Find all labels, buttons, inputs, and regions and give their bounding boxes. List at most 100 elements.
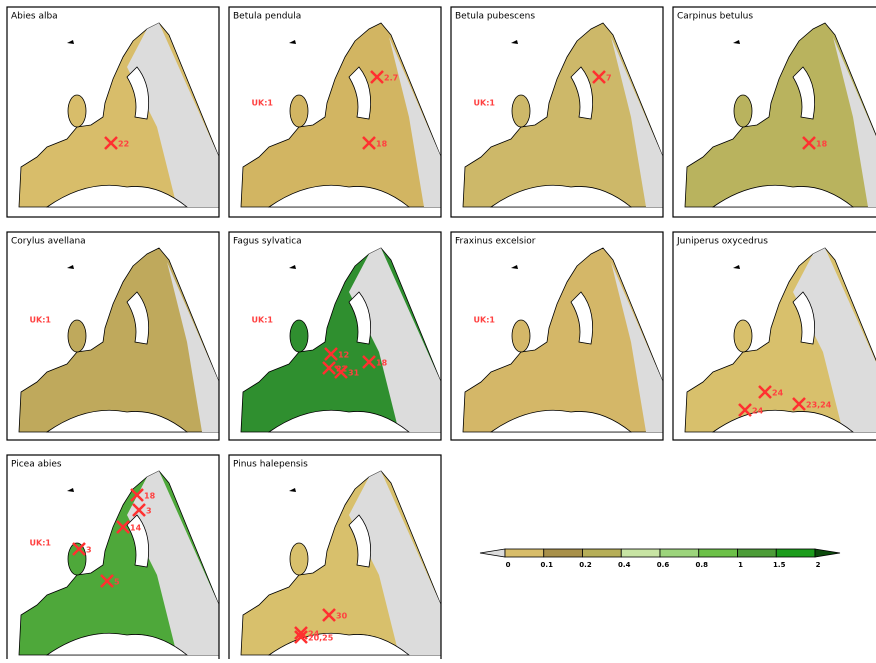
no-data bbox=[349, 248, 441, 432]
site-marker bbox=[802, 136, 816, 150]
colorbar-tick-label: 0.8 bbox=[696, 561, 709, 569]
site-marker bbox=[322, 361, 336, 375]
no-data bbox=[833, 37, 876, 207]
land bbox=[240, 22, 441, 208]
island bbox=[733, 265, 740, 269]
sea bbox=[570, 291, 594, 345]
colorbar-tick-label: 0.1 bbox=[541, 561, 554, 569]
island bbox=[511, 265, 518, 269]
panel-title: Abies alba bbox=[11, 12, 58, 22]
panel-title: Juniperus oxycedrus bbox=[676, 237, 768, 247]
marker-label: UK:1 bbox=[252, 99, 274, 108]
map-panel: Abies alba 22 bbox=[6, 6, 220, 218]
map-body: Abies alba 22 bbox=[7, 7, 219, 217]
panel-frame bbox=[6, 6, 220, 218]
no-data bbox=[349, 471, 441, 655]
panel-title: Fagus sylvatica bbox=[233, 237, 302, 247]
map-body: Fraxinus excelsior UK:1 bbox=[451, 232, 663, 440]
sea bbox=[570, 66, 594, 120]
marker-label: 20,25 bbox=[308, 634, 334, 643]
med-sea bbox=[267, 409, 411, 433]
map-body: Juniperus oxycedrus 24 24 23,24 bbox=[673, 232, 876, 440]
land bbox=[462, 247, 663, 433]
map-panel: Fagus sylvatica UK:1 12 22 31 18 bbox=[228, 231, 442, 441]
panel-frame bbox=[450, 6, 664, 218]
no-data bbox=[611, 262, 663, 432]
uk bbox=[289, 542, 309, 576]
site-marker bbox=[324, 347, 338, 361]
under-triangle bbox=[479, 548, 506, 558]
colorbar: 0 0.1 0.2 0.4 0.6 0.8 1 1.5 2 bbox=[479, 548, 841, 569]
marker-label: 18 bbox=[376, 359, 388, 368]
med-sea bbox=[267, 184, 411, 208]
island bbox=[289, 265, 296, 269]
marker-label: 18 bbox=[816, 140, 828, 149]
colorbar-segment bbox=[659, 548, 700, 558]
island bbox=[511, 40, 518, 44]
site-marker bbox=[294, 630, 308, 644]
marker-label: 23,24 bbox=[806, 401, 832, 410]
over-triangle bbox=[814, 548, 841, 558]
marker-label: UK:1 bbox=[30, 316, 52, 325]
panel-title: Betula pubescens bbox=[455, 12, 535, 22]
colorbar-segment bbox=[698, 548, 738, 558]
no-data bbox=[127, 23, 219, 207]
marker-label: 5 bbox=[114, 578, 120, 587]
site-marker bbox=[592, 70, 606, 84]
land bbox=[684, 22, 876, 208]
marker-label: 22 bbox=[336, 365, 347, 374]
med-sea bbox=[711, 409, 855, 433]
island bbox=[289, 40, 296, 44]
site-marker bbox=[116, 520, 130, 534]
panel-title: Fraxinus excelsior bbox=[455, 237, 536, 247]
site-marker bbox=[294, 626, 308, 640]
marker-label: UK:1 bbox=[30, 539, 52, 548]
uk bbox=[511, 319, 531, 353]
site-marker bbox=[72, 542, 86, 556]
map-panel: Betula pubescens UK:1 7 bbox=[450, 6, 664, 218]
sea bbox=[348, 514, 372, 568]
land bbox=[18, 247, 219, 433]
marker-label: 3 bbox=[146, 507, 152, 516]
med-sea bbox=[45, 409, 189, 433]
map-panel: Betula pendula UK:1 2.7 18 bbox=[228, 6, 442, 218]
map-panel: Fraxinus excelsior UK:1 bbox=[450, 231, 664, 441]
marker-label: UK:1 bbox=[252, 316, 274, 325]
marker-label: UK:1 bbox=[474, 99, 496, 108]
med-sea bbox=[489, 184, 633, 208]
site-marker bbox=[758, 385, 772, 399]
marker-label: 24 bbox=[308, 630, 320, 639]
colorbar-tick-label: 0.4 bbox=[618, 561, 631, 569]
colorbar-tick-label: 0 bbox=[506, 561, 511, 569]
marker-label: 12 bbox=[338, 351, 349, 360]
map-panel: Corylus avellana UK:1 bbox=[6, 231, 220, 441]
island bbox=[67, 265, 74, 269]
map-body: Carpinus betulus 18 bbox=[673, 7, 876, 217]
map-body: Betula pendula UK:1 2.7 18 bbox=[229, 7, 441, 217]
marker-label: 2.7 bbox=[384, 74, 398, 83]
panel-frame bbox=[6, 231, 220, 441]
panel-frame bbox=[450, 231, 664, 441]
marker-label: 30 bbox=[336, 612, 348, 621]
island bbox=[733, 40, 740, 44]
map-body: Picea abies UK:1 3 18 3 14 5 bbox=[7, 455, 219, 661]
colorbar-segment bbox=[543, 548, 583, 558]
map-panel: Pinus halepensis 20,25 30 24 bbox=[228, 454, 442, 662]
map-body: Corylus avellana UK:1 bbox=[7, 232, 219, 440]
no-data bbox=[167, 262, 219, 432]
marker-label: 24 bbox=[772, 389, 784, 398]
marker-label: UK:1 bbox=[474, 316, 496, 325]
panel-title: Pinus halepensis bbox=[233, 460, 308, 470]
site-marker bbox=[792, 397, 806, 411]
marker-label: 3 bbox=[86, 546, 92, 555]
panel-title: Carpinus betulus bbox=[677, 12, 753, 22]
map-panel: Carpinus betulus 18 bbox=[672, 6, 876, 218]
panel-frame bbox=[672, 231, 876, 441]
sea bbox=[348, 66, 372, 120]
colorbar-segment bbox=[504, 548, 545, 558]
uk bbox=[733, 319, 753, 353]
site-marker bbox=[132, 503, 146, 517]
marker-label: 18 bbox=[376, 140, 388, 149]
marker-label: 18 bbox=[144, 492, 156, 501]
